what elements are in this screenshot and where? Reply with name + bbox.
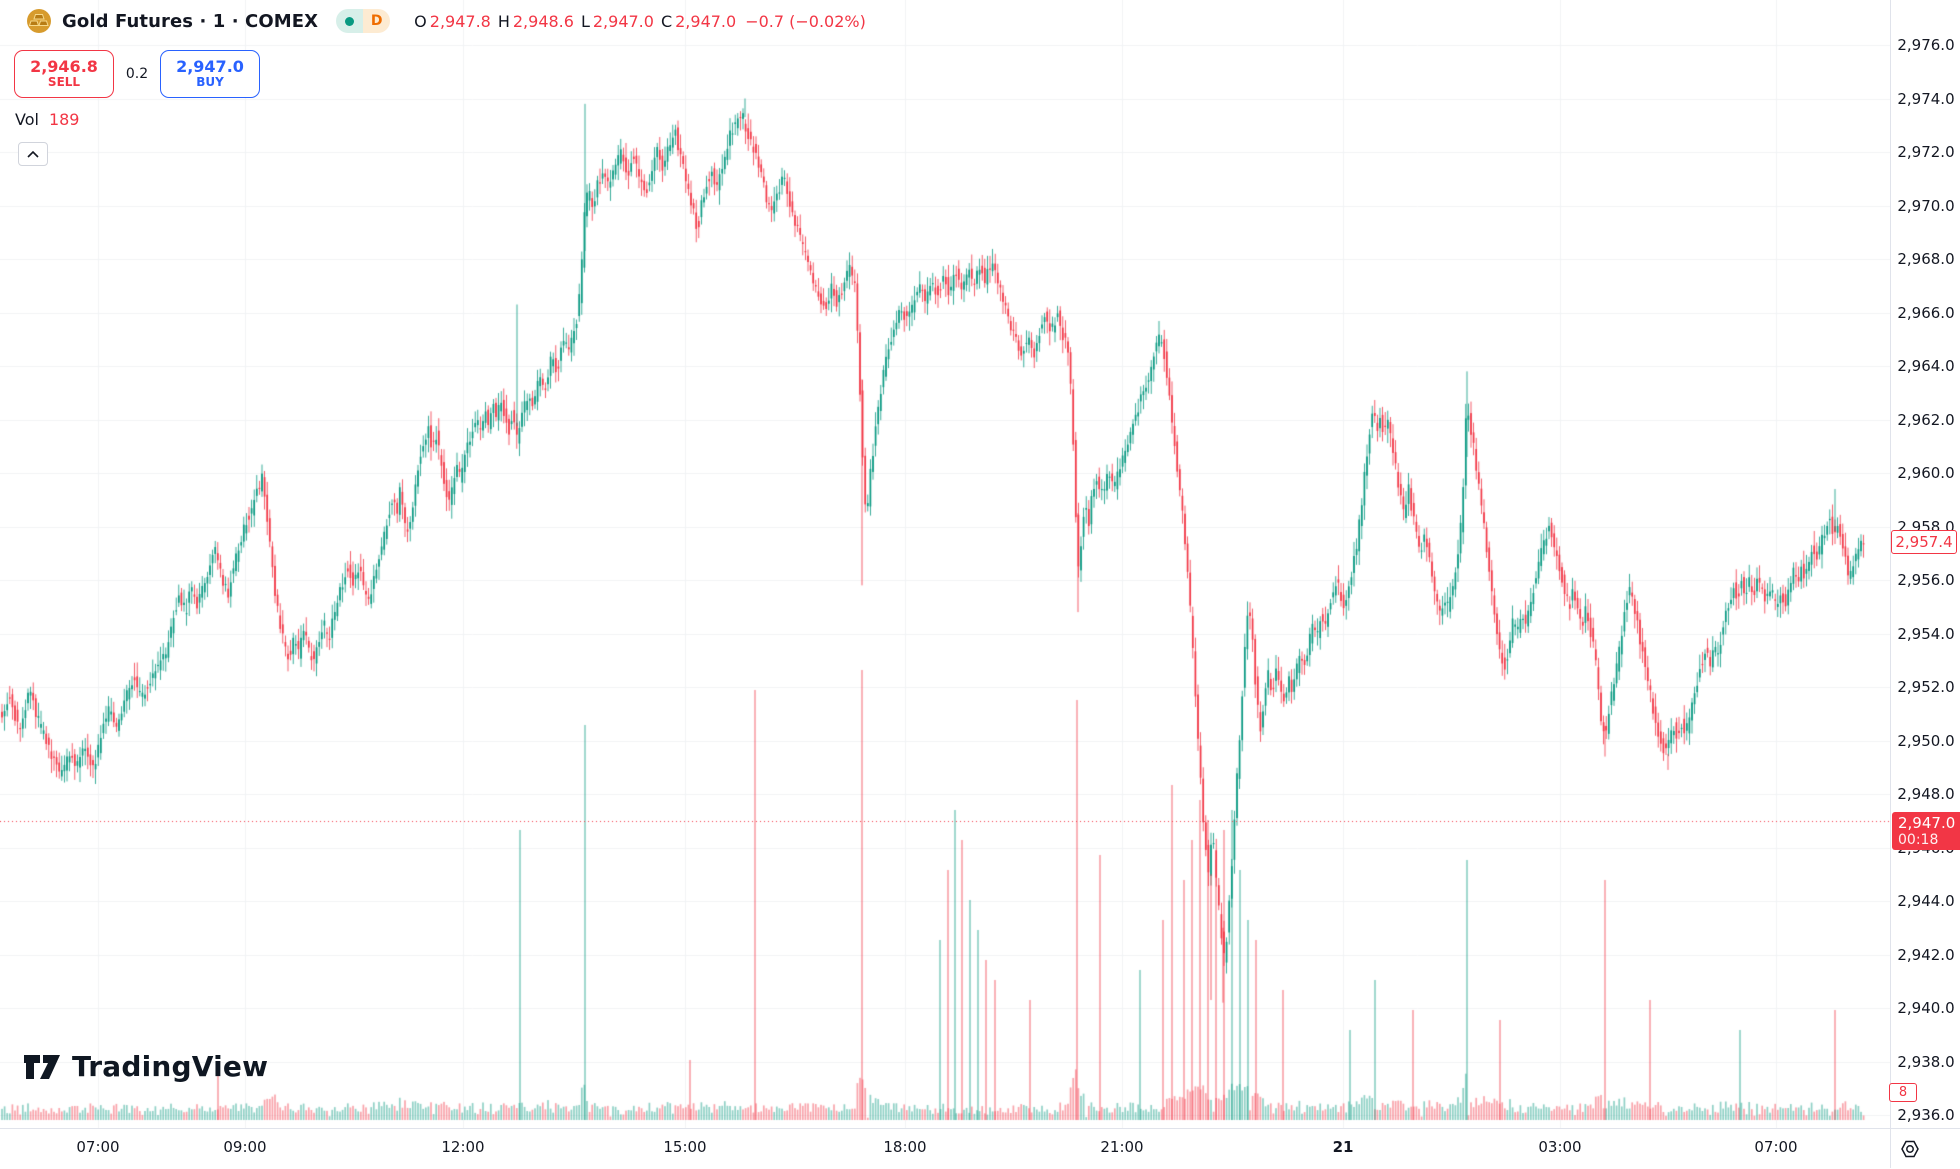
collapse-legend-button[interactable] — [18, 142, 48, 166]
time-tick-label: 12:00 — [441, 1138, 485, 1156]
tradingview-wordmark: TradingView — [72, 1050, 269, 1083]
price-tick-label: 2,948.0 — [1897, 785, 1955, 803]
price-tick-label: 2,976.0 — [1897, 36, 1955, 54]
high-letter: H — [497, 11, 510, 31]
price-tick-label: 2,938.0 — [1897, 1052, 1955, 1071]
low-letter: L — [580, 11, 590, 31]
price-tick-label: 2,940.0 — [1897, 999, 1955, 1017]
buy-label: BUY — [196, 75, 224, 90]
price-tick-label: 2,962.0 — [1897, 410, 1955, 429]
price-tick-label: 2,970.0 — [1897, 196, 1955, 215]
price-tick-label: 2,942.0 — [1897, 945, 1955, 964]
time-tick-label: 07:00 — [76, 1138, 120, 1156]
gold-futures-icon — [26, 8, 52, 34]
close-letter: C — [660, 11, 673, 31]
time-tick-label: 18:00 — [883, 1138, 927, 1156]
time-axis[interactable]: 07:00 09:00 12:00 15:00 18:00 21:00 21 03:00 07:… — [0, 1128, 1890, 1169]
sell-label: SELL — [47, 75, 81, 90]
close-value: 2,947.0 — [675, 11, 737, 31]
buy-price: 2,947.0 — [176, 56, 244, 76]
time-tick-label: 03:00 — [1538, 1138, 1582, 1156]
high-value: 2,948.6 — [512, 11, 574, 31]
delayed-data-badge: D — [363, 9, 391, 33]
price-tick-label: 2,954.0 — [1897, 624, 1955, 643]
spread-value: 0.2 — [125, 66, 149, 82]
tradingview-logo-icon — [22, 1052, 62, 1082]
price-tick-label: 2,936.0 — [1897, 1106, 1955, 1124]
instrument-settings-icon[interactable] — [1899, 1138, 1921, 1160]
price-tick-label: 2,956.0 — [1897, 571, 1955, 589]
market-status-pill[interactable]: D — [336, 9, 391, 33]
time-tick-label: 21 — [1332, 1138, 1354, 1156]
axis-corner — [1890, 1128, 1960, 1168]
open-letter: O — [414, 11, 427, 31]
low-value: 2,947.0 — [592, 11, 654, 31]
price-tick-label: 2,944.0 — [1897, 892, 1955, 910]
bar-countdown: 00:18 — [1898, 831, 1939, 848]
time-tick-label: 09:00 — [223, 1138, 267, 1156]
buy-button[interactable]: 2,947.0 BUY — [160, 50, 260, 98]
time-tick-label: 07:00 — [1754, 1138, 1798, 1156]
price-tick-label: 2,966.0 — [1897, 303, 1955, 322]
last-price-value: 2,947.0 — [1898, 813, 1956, 832]
change-value: −0.7 (−0.02%) — [745, 11, 866, 31]
volume-value: 189 — [48, 110, 80, 129]
price-tick-label: 2,952.0 — [1897, 678, 1955, 696]
price-tick-label: 2,960.0 — [1897, 464, 1955, 482]
price-tick-label: 2,950.0 — [1897, 731, 1955, 750]
ohlc-readout: O 2,947.8 H 2,948.6 L 2,947.0 C 2,947.0 … — [414, 12, 866, 31]
time-tick-label: 21:00 — [1100, 1138, 1144, 1156]
symbol-title[interactable]: Gold Futures · 1 · COMEX — [62, 10, 319, 32]
price-tick-label: 2,968.0 — [1897, 250, 1955, 268]
symbol-legend: Gold Futures · 1 · COMEX D O 2,947.8 H 2… — [26, 8, 866, 34]
price-tick-label: 2,974.0 — [1897, 89, 1955, 108]
last-price-label: 2,947.0 00:18 — [1892, 811, 1960, 850]
time-tick-label: 15:00 — [663, 1138, 707, 1156]
current-volume-label: 8 — [1889, 1083, 1917, 1102]
market-open-dot-icon — [336, 9, 364, 33]
price-chart-canvas[interactable] — [0, 0, 1890, 1128]
price-axis[interactable]: 2,957.4 2,947.0 00:18 8 2,936.0 2,938.0 2,… — [1889, 0, 1960, 1128]
price-tick-label: 2,964.0 — [1897, 357, 1955, 375]
volume-label: Vol — [15, 110, 39, 129]
chevron-up-icon — [27, 150, 39, 158]
volume-indicator-legend: Vol 189 — [15, 110, 79, 129]
bar-close-price-label: 2,957.4 — [1891, 529, 1957, 554]
trade-panel: 2,946.8 SELL 0.2 2,947.0 BUY — [14, 50, 260, 98]
tradingview-watermark[interactable]: TradingView — [22, 1050, 268, 1083]
price-tick-label: 2,972.0 — [1897, 143, 1955, 161]
sell-price: 2,946.8 — [30, 56, 98, 76]
sell-button[interactable]: 2,946.8 SELL — [14, 50, 114, 98]
open-value: 2,947.8 — [429, 11, 491, 31]
